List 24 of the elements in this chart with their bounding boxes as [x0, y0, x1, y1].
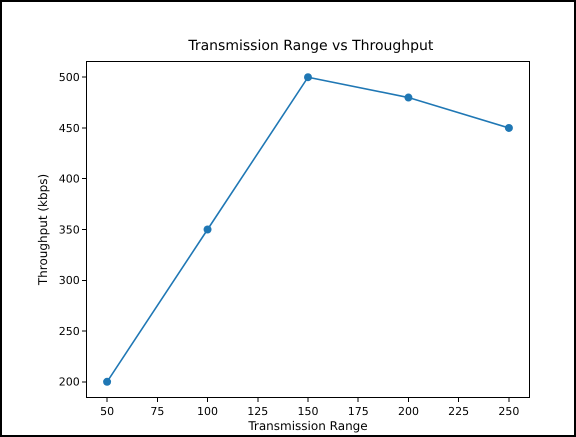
point [103, 378, 112, 386]
x-tick-label: 175 [348, 405, 369, 418]
y-axis-title: Throughput (kbps) [36, 174, 50, 286]
point [304, 73, 312, 82]
x-tick-label: 100 [197, 405, 218, 418]
y-tick-label: 200 [58, 376, 80, 389]
x-tick-label: 50 [100, 405, 114, 418]
x-tick-label: 150 [298, 405, 318, 418]
x-tick-label: 200 [398, 405, 419, 418]
x-tick-label: 125 [247, 405, 268, 418]
x-axis-title: Transmission Range [247, 419, 368, 434]
y-tick-label: 300 [58, 274, 80, 288]
y-tick-label: 450 [58, 122, 80, 135]
y-tick-label: 350 [58, 223, 80, 236]
y-tick-label: 250 [58, 324, 80, 338]
y-tick-label: 400 [58, 172, 80, 186]
x-tick-label: 250 [498, 405, 520, 418]
chart-title: Transmission Range vs Throughput [187, 38, 434, 54]
point [404, 94, 412, 102]
y-tick-label: 500 [58, 71, 80, 84]
point [504, 124, 513, 132]
x-tick-label: 225 [448, 405, 470, 418]
x-tick-label: 75 [150, 405, 164, 418]
point [204, 226, 212, 234]
